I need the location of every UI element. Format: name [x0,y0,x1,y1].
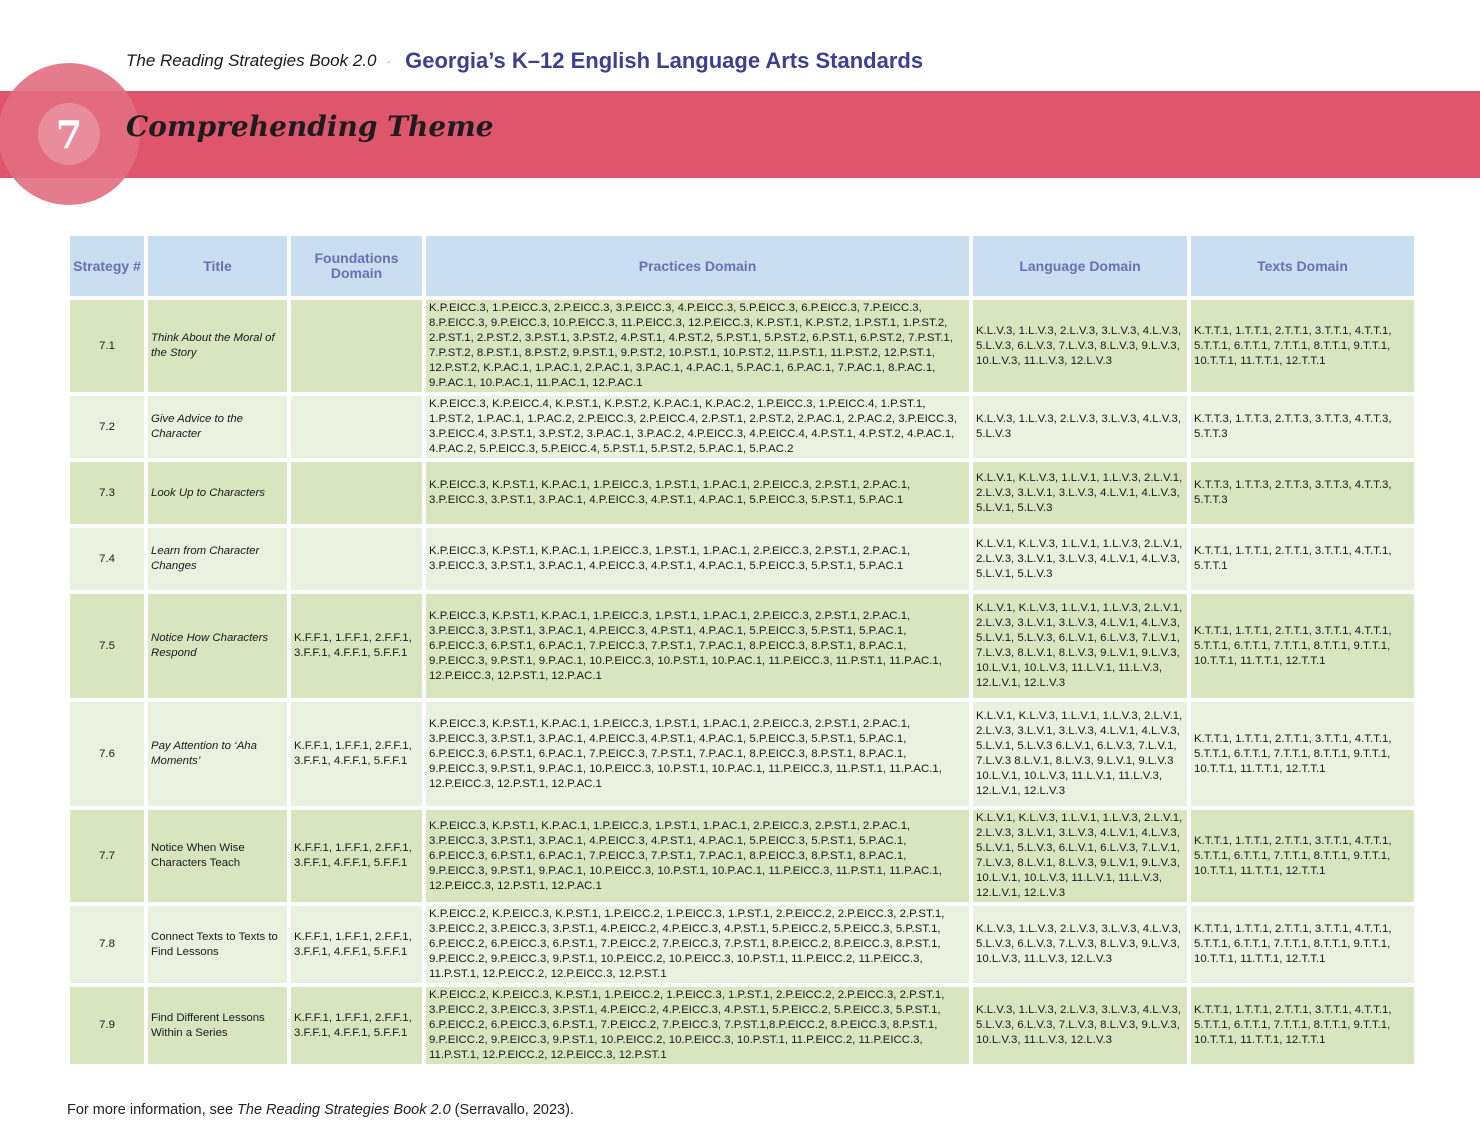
header-texts: Texts Domain [1191,236,1414,296]
header-language: Language Domain [973,236,1187,296]
texts-cell: K.T.T.1, 1.T.T.1, 2.T.T.1, 3.T.T.1, 4.T.… [1191,906,1414,983]
footer-book: The Reading Strategies Book 2.0 [237,1102,451,1118]
chapter-banner [0,91,1480,178]
foundations-cell [291,300,422,392]
texts-cell: K.T.T.1, 1.T.T.1, 2.T.T.1, 3.T.T.1, 4.T.… [1191,300,1414,392]
strategy-number-cell: 7.1 [70,300,144,392]
table-row: 7.1 Think About the Moral of the Story K.P… [70,300,1414,392]
language-cell: K.L.V.1, K.L.V.3, 1.L.V.1, 1.L.V.3, 2.L.… [973,810,1187,902]
header-foundations: Foundations Domain [291,236,422,296]
strategy-title-cell: Learn from Character Changes [148,528,287,590]
strategy-number-cell: 7.7 [70,810,144,902]
texts-cell: K.T.T.1, 1.T.T.1, 2.T.T.1, 3.T.T.1, 4.T.… [1191,702,1414,806]
table-row: 7.8 Connect Texts to Texts to Find Lesson… [70,906,1414,983]
texts-cell: K.T.T.1, 1.T.T.1, 2.T.T.1, 3.T.T.1, 4.T.… [1191,810,1414,902]
table-row: 7.2 Give Advice to the Character K.P.EICC.… [70,396,1414,458]
foundations-cell: K.F.F.1, 1.F.F.1, 2.F.F.1, 3.F.F.1, 4.F.… [291,594,422,698]
strategy-title-cell: Give Advice to the Character [148,396,287,458]
foundations-cell: K.F.F.1, 1.F.F.1, 2.F.F.1, 3.F.F.1, 4.F.… [291,702,422,806]
language-cell: K.L.V.1, K.L.V.3, 1.L.V.1, 1.L.V.3, 2.L.… [973,462,1187,524]
foundations-cell [291,462,422,524]
strategy-number-cell: 7.2 [70,396,144,458]
header-title: Title [148,236,287,296]
strategy-title-cell: Think About the Moral of the Story [148,300,287,392]
practices-cell: K.P.EICC.2, K.P.EICC.3, K.P.ST.1, 1.P.EI… [426,906,969,983]
practices-cell: K.P.EICC.2, K.P.EICC.3, K.P.ST.1, 1.P.EI… [426,987,969,1064]
strategy-title-cell: Pay Attention to ‘Aha Moments’ [148,702,287,806]
header-strategy: Strategy # [70,236,144,296]
practices-cell: K.P.EICC.3, K.P.ST.1, K.P.AC.1, 1.P.EICC… [426,528,969,590]
texts-cell: K.T.T.1, 1.T.T.1, 2.T.T.1, 3.T.T.1, 4.T.… [1191,528,1414,590]
foundations-cell [291,396,422,458]
foundations-cell: K.F.F.1, 1.F.F.1, 2.F.F.1, 3.F.F.1, 4.F.… [291,810,422,902]
header-separator: · [386,53,392,69]
strategy-title-cell: Notice How Characters Respond [148,594,287,698]
practices-cell: K.P.EICC.3, K.P.ST.1, K.P.AC.1, 1.P.EICC… [426,702,969,806]
language-cell: K.L.V.3, 1.L.V.3, 2.L.V.3, 3.L.V.3, 4.L.… [973,906,1187,983]
table-row: 7.6 Pay Attention to ‘Aha Moments’ K.F.F.1… [70,702,1414,806]
strategy-title-cell: Find Different Lessons Within a Series [148,987,287,1064]
texts-cell: K.T.T.3, 1.T.T.3, 2.T.T.3, 3.T.T.3, 4.T.… [1191,396,1414,458]
table-row: 7.5 Notice How Characters Respond K.F.F.1,… [70,594,1414,698]
page-header: The Reading Strategies Book 2.0 · Georgi… [126,46,923,76]
practices-cell: K.P.EICC.3, K.P.ST.1, K.P.AC.1, 1.P.EICC… [426,810,969,902]
table-row: 7.7 Notice When Wise Characters Teach K.F.… [70,810,1414,902]
chapter-title: Comprehending Theme [126,110,494,143]
table-row: 7.3 Look Up to Characters K.P.EICC.3, K.P.… [70,462,1414,524]
footer-note: For more information, see The Reading St… [67,1102,574,1118]
practices-cell: K.P.EICC.3, K.P.ST.1, K.P.AC.1, 1.P.EICC… [426,462,969,524]
strategy-number-cell: 7.9 [70,987,144,1064]
footer-prefix: For more information, see [67,1102,238,1118]
footer-suffix: (Serravallo, 2023). [450,1102,574,1118]
strategy-number-cell: 7.6 [70,702,144,806]
texts-cell: K.T.T.1, 1.T.T.1, 2.T.T.1, 3.T.T.1, 4.T.… [1191,987,1414,1064]
language-cell: K.L.V.1, K.L.V.3, 1.L.V.1, 1.L.V.3, 2.L.… [973,702,1187,806]
language-cell: K.L.V.3, 1.L.V.3, 2.L.V.3, 3.L.V.3, 4.L.… [973,396,1187,458]
practices-cell: K.P.EICC.3, 1.P.EICC.3, 2.P.EICC.3, 3.P.… [426,300,969,392]
strategy-title-cell: Notice When Wise Characters Teach [148,810,287,902]
standards-table: Strategy # Title Foundations Domain Prac… [66,232,1418,1068]
foundations-cell: K.F.F.1, 1.F.F.1, 2.F.F.1, 3.F.F.1, 4.F.… [291,987,422,1064]
language-cell: K.L.V.3, 1.L.V.3, 2.L.V.3, 3.L.V.3, 4.L.… [973,300,1187,392]
foundations-cell: K.F.F.1, 1.F.F.1, 2.F.F.1, 3.F.F.1, 4.F.… [291,906,422,983]
texts-cell: K.T.T.3, 1.T.T.3, 2.T.T.3, 3.T.T.3, 4.T.… [1191,462,1414,524]
strategy-number-cell: 7.3 [70,462,144,524]
strategy-number-cell: 7.8 [70,906,144,983]
book-title: The Reading Strategies Book 2.0 [126,51,377,70]
strategy-number-cell: 7.5 [70,594,144,698]
foundations-cell [291,528,422,590]
practices-cell: K.P.EICC.3, K.P.ST.1, K.P.AC.1, 1.P.EICC… [426,594,969,698]
strategy-title-cell: Look Up to Characters [148,462,287,524]
table-header-row: Strategy # Title Foundations Domain Prac… [70,236,1414,296]
language-cell: K.L.V.3, 1.L.V.3, 2.L.V.3, 3.L.V.3, 4.L.… [973,987,1187,1064]
strategy-title-cell: Connect Texts to Texts to Find Lessons [148,906,287,983]
practices-cell: K.P.EICC.3, K.P.EICC.4, K.P.ST.1, K.P.ST… [426,396,969,458]
texts-cell: K.T.T.1, 1.T.T.1, 2.T.T.1, 3.T.T.1, 4.T.… [1191,594,1414,698]
table-row: 7.9 Find Different Lessons Within a Serie… [70,987,1414,1064]
strategy-number-cell: 7.4 [70,528,144,590]
standards-title: Georgia’s K–12 English Language Arts Sta… [405,48,924,73]
language-cell: K.L.V.1, K.L.V.3, 1.L.V.1, 1.L.V.3, 2.L.… [973,528,1187,590]
chapter-number-badge: 7 [38,103,100,165]
table-row: 7.4 Learn from Character Changes K.P.EICC.… [70,528,1414,590]
language-cell: K.L.V.1, K.L.V.3, 1.L.V.1, 1.L.V.3, 2.L.… [973,594,1187,698]
header-practices: Practices Domain [426,236,969,296]
